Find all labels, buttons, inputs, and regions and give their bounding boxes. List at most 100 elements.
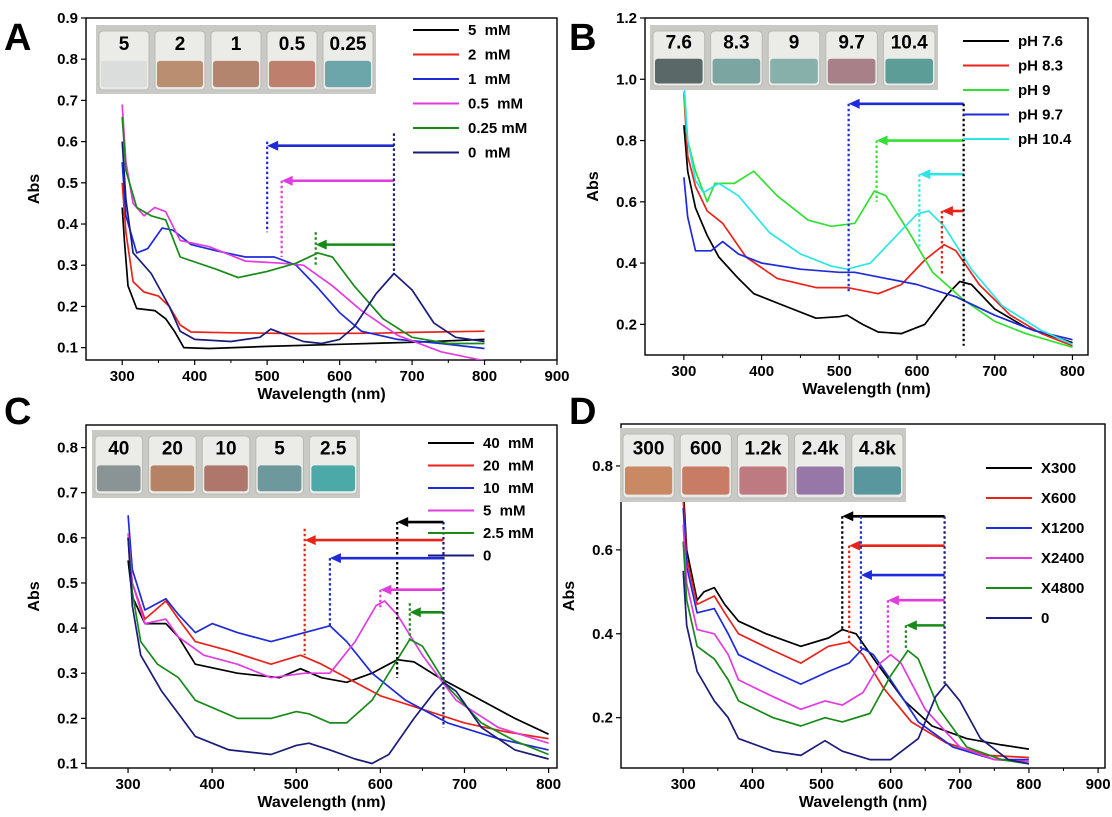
- legend: 40 mM 20 mM 10 mM 5 mM 2.5 mM 0: [428, 435, 534, 565]
- x-tick-label: 500: [284, 776, 309, 793]
- x-axis-label: Wavelength (nm): [257, 794, 385, 811]
- vial-label: 9: [789, 32, 800, 53]
- y-tick-label: 0.2: [616, 316, 637, 333]
- y-axis-label: Abs: [26, 581, 43, 611]
- series-line-1: [684, 95, 1073, 346]
- series-line-1: [683, 500, 1029, 758]
- vial-label: 0.25: [330, 34, 367, 55]
- shift-arrowhead-1: [849, 541, 860, 551]
- legend-label-5: 0: [483, 548, 491, 565]
- vial-label: 0.5: [279, 34, 306, 55]
- y-tick-label: 0.1: [57, 755, 78, 772]
- plot-area: [122, 105, 484, 361]
- legend-label-3: pH 9.7: [1018, 107, 1063, 124]
- plot-area: [684, 79, 1073, 347]
- vial-liquid: [682, 466, 729, 494]
- vial-label: 1.2k: [745, 439, 782, 460]
- x-tick-label: 800: [472, 368, 497, 385]
- vial-liquid: [97, 465, 141, 491]
- vial-label: 10: [215, 438, 236, 459]
- panel-b: B300 400 500 600 700 8000.20.40.60.81.01.2Wav…: [569, 10, 1088, 398]
- y-tick-label: 0.3: [57, 665, 78, 682]
- vial-liquid: [739, 466, 786, 494]
- vial-liquid: [204, 465, 248, 491]
- legend-label-0: 40 mM: [483, 435, 534, 452]
- y-tick-label: 0.8: [592, 458, 613, 475]
- shift-arrowhead-4: [906, 620, 917, 630]
- legend-label-4: pH 10.4: [1018, 131, 1072, 148]
- shift-arrowhead-0: [842, 511, 853, 521]
- x-tick-label: 300: [116, 776, 141, 793]
- y-tick-label: 1.2: [616, 10, 637, 27]
- vial-label: 20: [162, 438, 183, 459]
- shift-arrowhead-3: [380, 585, 391, 595]
- vial-label: 2: [175, 34, 186, 55]
- legend-label-4: X4800: [1041, 580, 1084, 597]
- shift-arrowhead-2: [330, 553, 341, 563]
- vial-label: 2.4k: [802, 439, 839, 460]
- y-tick-label: 0.4: [57, 620, 79, 637]
- legend-label-3: X2400: [1041, 550, 1084, 567]
- vial-label: 600: [690, 439, 722, 460]
- legend-label-0: pH 7.6: [1018, 33, 1063, 50]
- legend-label-0: 5 mM: [468, 22, 511, 39]
- vial-label: 1: [231, 34, 242, 55]
- legend: X300X600X1200X2400X48000: [986, 460, 1084, 627]
- panel-a: A 300 400 500 600 700 800 900 0.1 0.2 0.3 0.4 0.5 0.6…: [4, 10, 570, 403]
- y-tick-label: 0.1: [57, 340, 78, 357]
- y-axis-label: Abs: [561, 581, 578, 611]
- y-tick-label: 0.4: [616, 255, 638, 272]
- vial-photo-inset: 300 600 1.2k 2.4k 4.8k: [620, 428, 906, 502]
- vial-label: 8.3: [723, 32, 749, 53]
- series-line-0: [128, 560, 548, 734]
- x-tick-label: 900: [544, 368, 569, 385]
- series-line-3: [128, 533, 548, 743]
- shift-arrowhead-1: [877, 136, 888, 146]
- legend-label-2: pH 9: [1018, 82, 1051, 99]
- y-tick-label: 0.8: [57, 440, 78, 457]
- series-line-0: [122, 208, 484, 349]
- vial-liquid: [770, 59, 818, 84]
- y-tick-label: 0.6: [57, 530, 78, 547]
- vial-liquid: [854, 466, 901, 494]
- y-tick-label: 0.2: [57, 710, 78, 727]
- x-axis-label: Wavelength (nm): [802, 381, 930, 398]
- y-tick-label: 0.5: [57, 175, 78, 192]
- vial-liquid: [797, 466, 844, 494]
- vial-liquid: [625, 466, 672, 494]
- vial-label: 2.5: [320, 438, 347, 459]
- x-tick-label: 700: [982, 363, 1007, 380]
- shift-arrowhead-1: [305, 535, 316, 545]
- x-tick-label: 400: [200, 776, 225, 793]
- x-tick-label: 500: [255, 368, 280, 385]
- series-line-4: [684, 79, 1073, 344]
- shift-arrowhead-2: [861, 570, 872, 580]
- x-tick-label: 600: [327, 368, 352, 385]
- x-tick-label: 800: [1060, 363, 1085, 380]
- legend-label-3: 0.5 mM: [468, 96, 523, 113]
- y-tick-label: 0.4: [592, 626, 614, 643]
- shift-arrowhead-0: [397, 517, 408, 527]
- vial-label: 9.7: [838, 32, 864, 53]
- y-axis-label: Abs: [26, 174, 43, 204]
- series-line-2: [684, 92, 1073, 348]
- series-line-1: [122, 183, 484, 334]
- x-tick-label: 600: [368, 776, 393, 793]
- shift-arrowhead-3: [942, 206, 953, 216]
- vial-label: 7.6: [666, 32, 692, 53]
- panel-letter: B: [569, 17, 596, 59]
- vial-label: 40: [108, 438, 129, 459]
- legend-label-0: X300: [1041, 460, 1076, 477]
- x-tick-label: 600: [905, 363, 930, 380]
- legend-label-2: X1200: [1041, 520, 1084, 537]
- shift-arrowhead-3: [888, 595, 899, 605]
- plot-area: [683, 487, 1029, 764]
- series-line-2: [122, 162, 484, 348]
- y-tick-label: 0.6: [57, 134, 78, 151]
- y-tick-label: 0.8: [57, 51, 78, 68]
- vial-liquid: [258, 465, 302, 491]
- vial-liquid: [151, 465, 195, 491]
- y-tick-label: 1.0: [616, 71, 637, 88]
- y-tick-label: 0.4: [57, 216, 79, 233]
